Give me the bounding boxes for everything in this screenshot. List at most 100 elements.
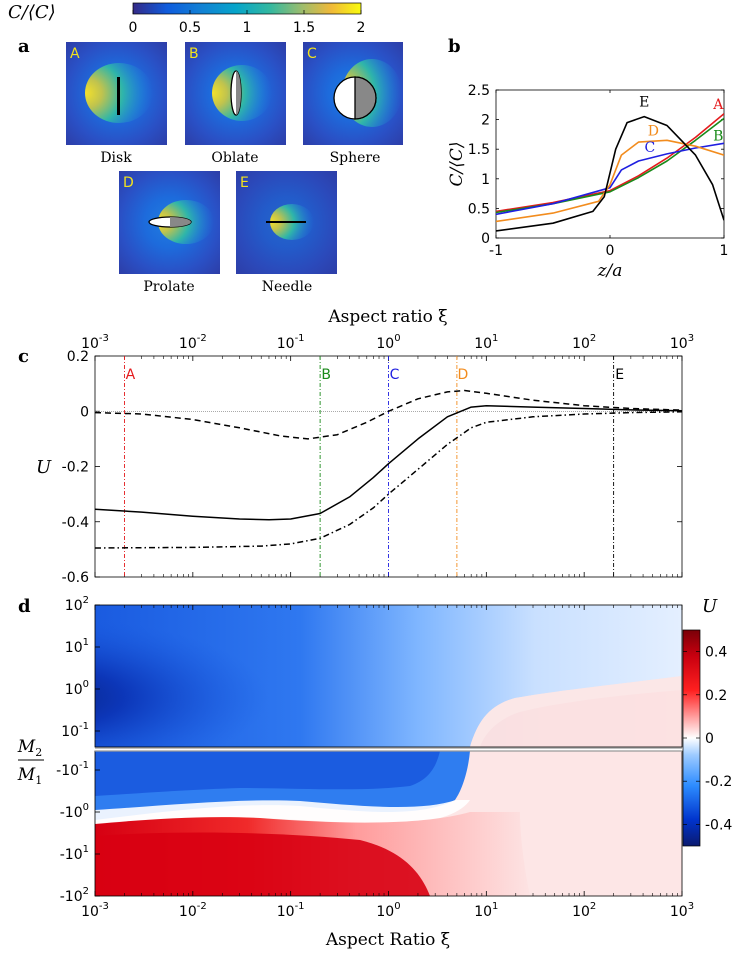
panel-c-marker-label-D: D — [457, 367, 468, 383]
panel-c-marker-label-E: E — [615, 367, 624, 383]
shape-needle-key: E — [240, 175, 249, 191]
panel-c-xtick-1: 10-2 — [179, 333, 207, 352]
panel-b-ytick-0: 0 — [481, 231, 490, 247]
panel-c-series-dashed — [95, 389, 682, 440]
panel-b-xtick-2: 1 — [720, 243, 729, 259]
top-colorbar-tick-1: 0.5 — [179, 20, 201, 36]
panel-b-axes — [495, 89, 725, 239]
panel-d-xtick-3: 100 — [376, 901, 400, 920]
panel-b-annotation-C: C — [645, 140, 656, 156]
shape-sphere-key: C — [307, 46, 317, 62]
panel-b-ticks: -1 0 100.511.522.5 — [468, 83, 729, 259]
panel-c-xtick-6: 103 — [670, 333, 694, 352]
top-colorbar-label: C/⟨C⟩ — [8, 2, 56, 23]
panel-b-annotation-A: A — [712, 97, 724, 113]
top-colorbar-ticks: 0 0.5 1 1.5 2 — [129, 10, 366, 36]
panel-b-ytick-2: 1 — [481, 172, 490, 188]
shape-disk-label: Disk — [100, 150, 132, 166]
panel-d-letter: d — [18, 596, 31, 617]
shape-oblate-thumbnail: B Oblate — [185, 42, 286, 166]
panel-b-letter: b — [448, 36, 461, 57]
shape-needle-thumbnail: E Needle — [236, 171, 337, 295]
top-colorbar-tick-2: 1 — [243, 20, 252, 36]
shape-needle-label: Needle — [262, 279, 313, 295]
panel-c-letter: c — [18, 346, 29, 367]
panel-d-colorbar-tick-1: 0.2 — [705, 688, 727, 704]
panel-d-colorbar-label: U — [702, 596, 718, 617]
panel-c-top-axis-label: Aspect ratio ξ — [327, 307, 447, 327]
panel-c-xtick-5: 102 — [572, 333, 596, 352]
panel-d-xtick-4: 101 — [474, 901, 498, 920]
panel-c: Aspect ratio ξ c 10-3 10-2 10-1 100 101 102 10… — [18, 307, 694, 586]
heatmap-bottom — [95, 751, 682, 896]
panel-c-marker-label-C: C — [390, 367, 400, 383]
panel-d-top-ytick-3: 10-1 — [61, 721, 89, 740]
panel-c-ticks: 10-3 10-2 10-1 100 101 102 103 0.2 0 -0.2 -0.4 -0.6 — [62, 333, 694, 586]
panel-b-xtick-0: -1 — [489, 243, 503, 259]
panel-c-xtick-3: 100 — [376, 333, 400, 352]
panel-a: a A Disk B Oblate C Sphere — [18, 36, 403, 295]
panel-d-xlabel: Aspect Ratio ξ — [325, 930, 450, 950]
shape-sphere-thumbnail: C Sphere — [303, 42, 403, 166]
panel-b-ytick-5: 2.5 — [468, 83, 490, 99]
panel-d-bottom-ytick-0: -10-1 — [56, 760, 89, 779]
shape-disk-key: A — [70, 46, 80, 62]
panel-c-marker-label-B: B — [321, 367, 331, 383]
panel-c-series-dash-dot — [95, 411, 682, 549]
panel-b-ytick-4: 2 — [481, 113, 490, 129]
panel-b-ytick-1: 0.5 — [468, 201, 490, 217]
panel-c-ytick-1: 0 — [80, 404, 89, 420]
panel-d-bottom-ytick-3: -102 — [60, 886, 89, 905]
top-colorbar-tick-4: 2 — [357, 20, 366, 36]
panel-d-colorbar: U 0.4 0.2 0 -0.2 -0.4 — [682, 596, 732, 847]
top-colorbar-tick-3: 1.5 — [293, 20, 315, 36]
panel-a-letter: a — [18, 36, 30, 57]
heatmap-top — [95, 605, 682, 747]
panel-b-annotations: AB CDE — [639, 95, 724, 157]
panel-d-top-ytick-0: 102 — [65, 595, 89, 614]
panel-d-colorbar-tick-3: -0.2 — [705, 774, 732, 790]
panel-b-annotation-B: B — [713, 128, 723, 144]
panel-b-ytick-3: 1.5 — [468, 142, 490, 158]
panel-c-markers: A B C D E — [124, 356, 624, 577]
panel-d-bottom-ytick-2: -101 — [60, 844, 89, 863]
panel-d-ylabel: M2 M1 — [17, 737, 44, 787]
shape-disk-thumbnail: A Disk — [66, 42, 167, 166]
top-colorbar-tick-0: 0 — [129, 20, 138, 36]
panel-d-xtick-1: 10-2 — [179, 901, 207, 920]
panel-b-annotation-E: E — [639, 95, 649, 111]
panel-c-series-solid — [95, 404, 682, 521]
panel-d-colorbar-tick-2: 0 — [705, 731, 714, 747]
panel-d-xtick-5: 102 — [572, 901, 596, 920]
panel-b-xtick-1: 0 — [606, 243, 615, 259]
panel-b-series-E — [496, 115, 724, 232]
panel-d-top-ytick-2: 100 — [65, 679, 89, 698]
panel-c-ylabel: U — [36, 457, 52, 478]
shape-oblate-label: Oblate — [211, 150, 258, 166]
top-colorbar: C/⟨C⟩ 0 0.5 1 1.5 2 — [8, 2, 365, 36]
panel-c-series — [95, 389, 682, 549]
panel-c-ytick-3: -0.4 — [62, 515, 89, 531]
panel-d-bottom-ytick-1: -100 — [60, 802, 89, 821]
shape-prolate-key: D — [123, 175, 134, 191]
shape-prolate-thumbnail: D Prolate — [119, 171, 220, 295]
panel-d-xtick-6: 103 — [670, 901, 694, 920]
panel-b-series-A — [496, 113, 724, 213]
panel-c-xtick-2: 10-1 — [277, 333, 305, 352]
panel-c-marker-label-A: A — [126, 367, 136, 383]
panel-d-ticks: 10-3 10-2 10-1 100 101 102 103 102 101 100 10-1 -10… — [56, 595, 694, 920]
panel-d-top-ytick-1: 101 — [65, 637, 89, 656]
shape-sphere-label: Sphere — [330, 150, 381, 166]
shape-oblate-key: B — [189, 46, 199, 62]
panel-d-xtick-0: 10-3 — [81, 901, 109, 920]
svg-text:M1: M1 — [17, 765, 42, 787]
svg-text:M2: M2 — [17, 737, 42, 759]
panel-c-xtick-0: 10-3 — [81, 333, 109, 352]
panel-c-xtick-4: 101 — [474, 333, 498, 352]
panel-b-annotation-D: D — [648, 124, 659, 140]
panel-d-colorbar-tick-0: 0.4 — [705, 645, 727, 661]
panel-b-series — [496, 113, 724, 232]
